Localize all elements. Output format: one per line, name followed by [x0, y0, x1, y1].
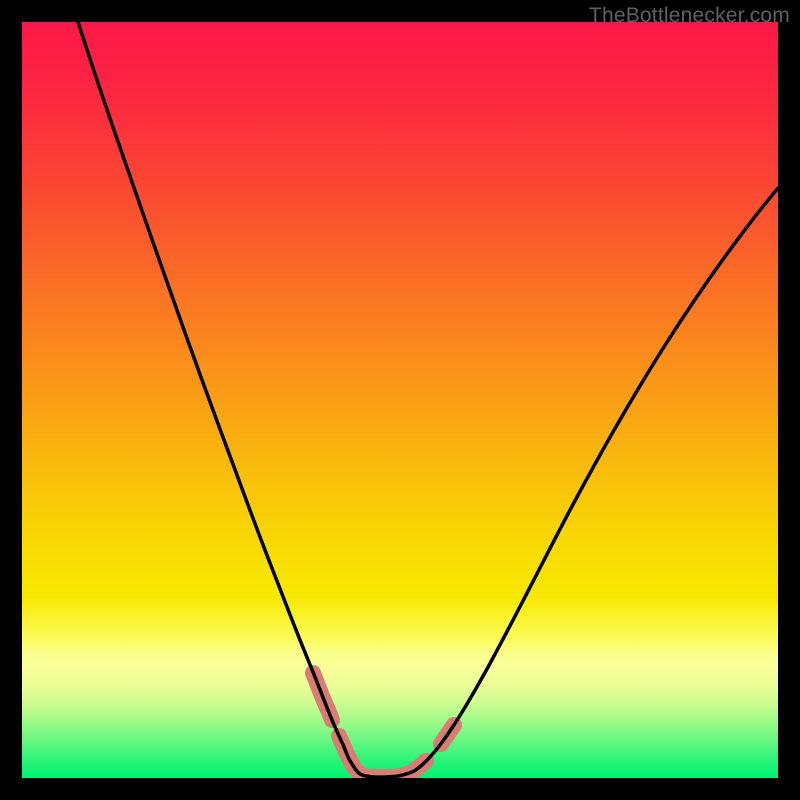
gradient-background: [22, 22, 778, 778]
watermark-text: TheBottlenecker.com: [589, 4, 790, 28]
plot-svg: [22, 22, 778, 778]
plot-area: [22, 22, 778, 778]
